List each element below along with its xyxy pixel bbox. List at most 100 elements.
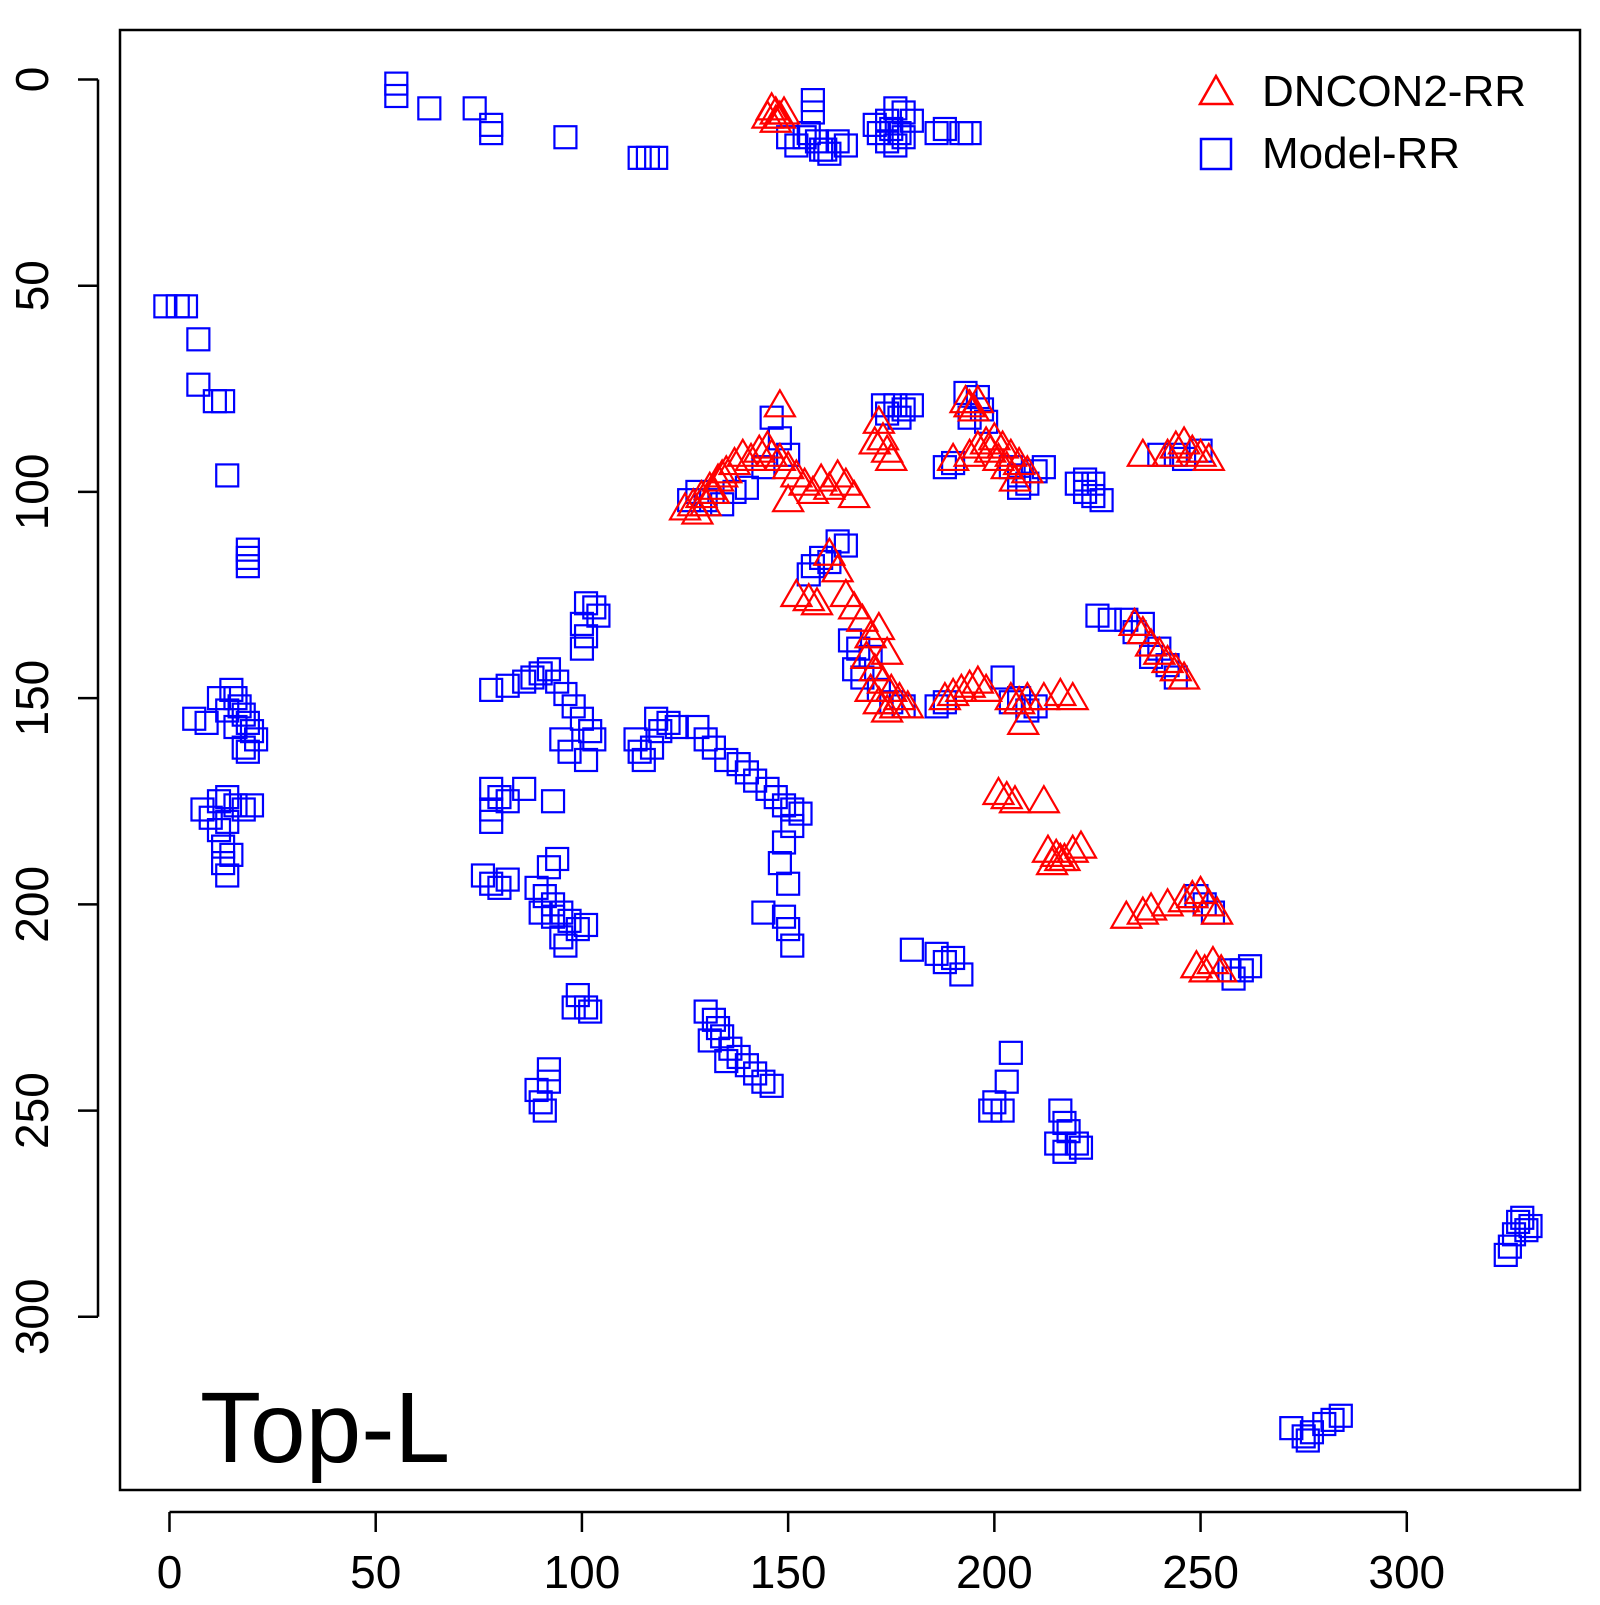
- model-rr-point: [899, 393, 924, 418]
- model-rr-point: [656, 710, 681, 735]
- dncon2-rr-point: [1175, 433, 1210, 463]
- dncon2-rr-point: [705, 458, 740, 488]
- model-rr-point: [767, 851, 792, 876]
- model-rr-point: [833, 533, 858, 558]
- dncon2-rr-point: [1125, 437, 1160, 467]
- model-rr-point: [219, 842, 244, 867]
- x-tick-label: 0: [157, 1546, 183, 1598]
- model-rr-point: [1015, 471, 1040, 496]
- model-rr-point: [784, 133, 809, 158]
- dncon2-rr-point: [758, 103, 793, 133]
- model-rr-point: [553, 681, 578, 707]
- model-rr-point: [573, 591, 599, 616]
- model-rr-point: [190, 797, 215, 822]
- model-rr-point: [1089, 488, 1114, 513]
- model-rr-point: [631, 747, 656, 773]
- model-rr-point: [813, 137, 838, 162]
- dncon2-rr-point: [1175, 878, 1210, 909]
- model-rr-point: [978, 1098, 1003, 1123]
- model-rr-point: [1237, 954, 1263, 979]
- model-rr-point: [561, 694, 586, 719]
- model-rr-point: [1081, 483, 1106, 509]
- dncon2-rr-point: [771, 482, 806, 513]
- series-layer: [153, 71, 1543, 1453]
- model-rr-point: [627, 739, 652, 764]
- x-axis: 0 50 100 150 200 250 300: [157, 1510, 1445, 1598]
- model-rr-point: [751, 1069, 776, 1094]
- model-rr-point: [211, 834, 236, 859]
- model-rr-point: [796, 121, 821, 146]
- model-rr-point: [887, 405, 912, 430]
- dncon2-rr-point: [779, 458, 814, 488]
- model-rr-point: [1048, 1098, 1073, 1123]
- model-rr-point: [549, 727, 574, 752]
- model-rr-point: [982, 1090, 1007, 1115]
- model-rr-point: [726, 752, 751, 777]
- dncon2-rr-point: [952, 668, 987, 698]
- model-rr-point: [693, 727, 718, 752]
- model-rr-point: [1312, 1411, 1337, 1437]
- dncon2-rr-point: [1191, 441, 1226, 472]
- model-rr-point: [771, 793, 797, 818]
- dncon2-rr-point: [1055, 680, 1090, 711]
- model-rr-point: [186, 372, 211, 397]
- model-rr-point: [549, 925, 574, 950]
- dncon2-rr-point: [767, 95, 801, 125]
- legend-label-model-rr: Model-RR: [1262, 129, 1460, 178]
- dncon2-rr-point: [1055, 833, 1090, 863]
- model-rr-point: [726, 1044, 751, 1070]
- dncon2-rr-point: [1158, 652, 1193, 682]
- model-rr-point: [875, 108, 900, 133]
- model-rr-point: [223, 714, 248, 740]
- model-rr-point: [833, 133, 858, 158]
- model-rr-point: [194, 710, 219, 735]
- model-rr-point: [553, 125, 578, 150]
- dncon2-rr-point: [870, 635, 905, 665]
- model-rr-point: [215, 698, 240, 723]
- model-rr-point: [1072, 467, 1098, 492]
- dncon2-rr-point: [812, 536, 847, 566]
- model-rr-point: [1006, 475, 1032, 500]
- model-rr-point: [479, 809, 504, 834]
- dncon2-rr-point: [1187, 953, 1222, 983]
- model-rr-point: [1328, 1403, 1353, 1428]
- model-rr-point: [800, 554, 825, 579]
- model-rr-point: [891, 100, 916, 125]
- model-rr-point: [743, 1061, 768, 1086]
- model-rr-point: [1085, 603, 1110, 628]
- dncon2-rr-point: [998, 784, 1032, 814]
- model-rr-point: [1506, 1209, 1531, 1235]
- x-tick-label: 150: [750, 1546, 827, 1598]
- model-rr-point: [809, 545, 834, 571]
- model-rr-point: [718, 1036, 743, 1061]
- model-rr-point: [924, 121, 949, 146]
- model-rr-point: [870, 393, 896, 418]
- model-rr-point: [528, 900, 553, 925]
- model-rr-point: [384, 83, 409, 109]
- model-rr-point: [837, 628, 863, 653]
- y-tick-label: 300: [6, 1278, 58, 1355]
- dncon2-rr-point: [861, 610, 896, 641]
- model-rr-point: [235, 710, 260, 735]
- dncon2-rr-point: [709, 454, 744, 484]
- y-tick-label: 50: [6, 260, 58, 311]
- model-rr-point: [528, 661, 553, 686]
- dncon2-rr-point: [874, 441, 909, 472]
- dncon2-rr-point: [952, 388, 987, 418]
- model-rr-point: [644, 706, 669, 731]
- model-rr-point: [932, 116, 957, 142]
- model-rr-point: [1081, 471, 1106, 496]
- model-rr-point: [1497, 1234, 1522, 1259]
- model-rr-point: [1493, 1242, 1518, 1268]
- dncon2-rr-point: [754, 437, 789, 467]
- model-rr-point: [883, 96, 908, 121]
- model-rr-point: [231, 735, 256, 760]
- model-rr-point: [866, 121, 891, 146]
- model-rr-point: [173, 294, 199, 319]
- dncon2-rr-point: [771, 449, 806, 480]
- model-rr-point: [244, 727, 269, 752]
- model-rr-point: [1044, 1131, 1069, 1156]
- model-rr-point: [780, 933, 805, 958]
- model-rr-point: [487, 875, 512, 900]
